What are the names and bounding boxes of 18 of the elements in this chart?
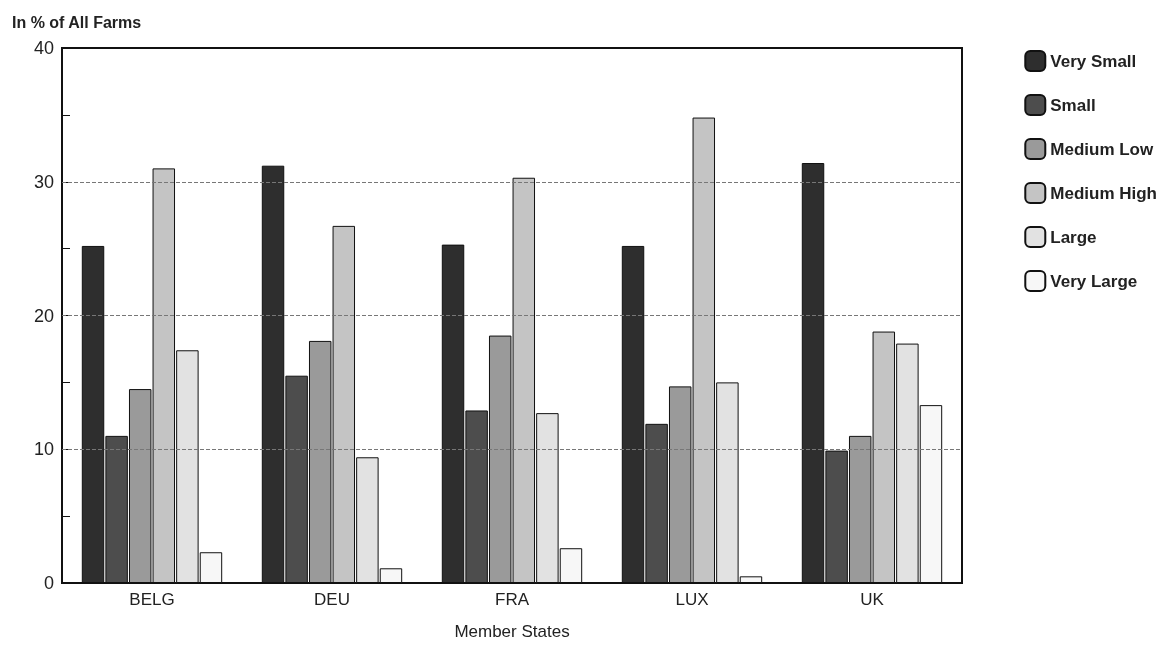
legend-label: Very Small xyxy=(1050,51,1137,71)
x-tick-label: LUX xyxy=(675,590,709,609)
y-axis-title: In % of All Farms xyxy=(12,13,142,31)
y-tick-label: 10 xyxy=(33,439,54,460)
legend-label: Large xyxy=(1050,227,1097,247)
legend-label: Medium High xyxy=(1050,183,1157,203)
x-tick-label: DEU xyxy=(314,590,350,609)
x-tick-label: BELG xyxy=(129,590,175,609)
y-tick-label: 20 xyxy=(33,305,54,326)
y-tick-label: 0 xyxy=(43,573,54,593)
y-tick-label: 40 xyxy=(33,38,54,58)
legend-label: Small xyxy=(1050,95,1096,115)
y-tick-label: 30 xyxy=(33,171,54,192)
x-axis-title: Member States xyxy=(454,622,570,641)
x-tick-label: FRA xyxy=(495,590,530,609)
legend-label: Medium Low xyxy=(1050,139,1154,159)
legend-label: Very Large xyxy=(1050,271,1138,291)
x-tick-label: UK xyxy=(860,590,885,609)
